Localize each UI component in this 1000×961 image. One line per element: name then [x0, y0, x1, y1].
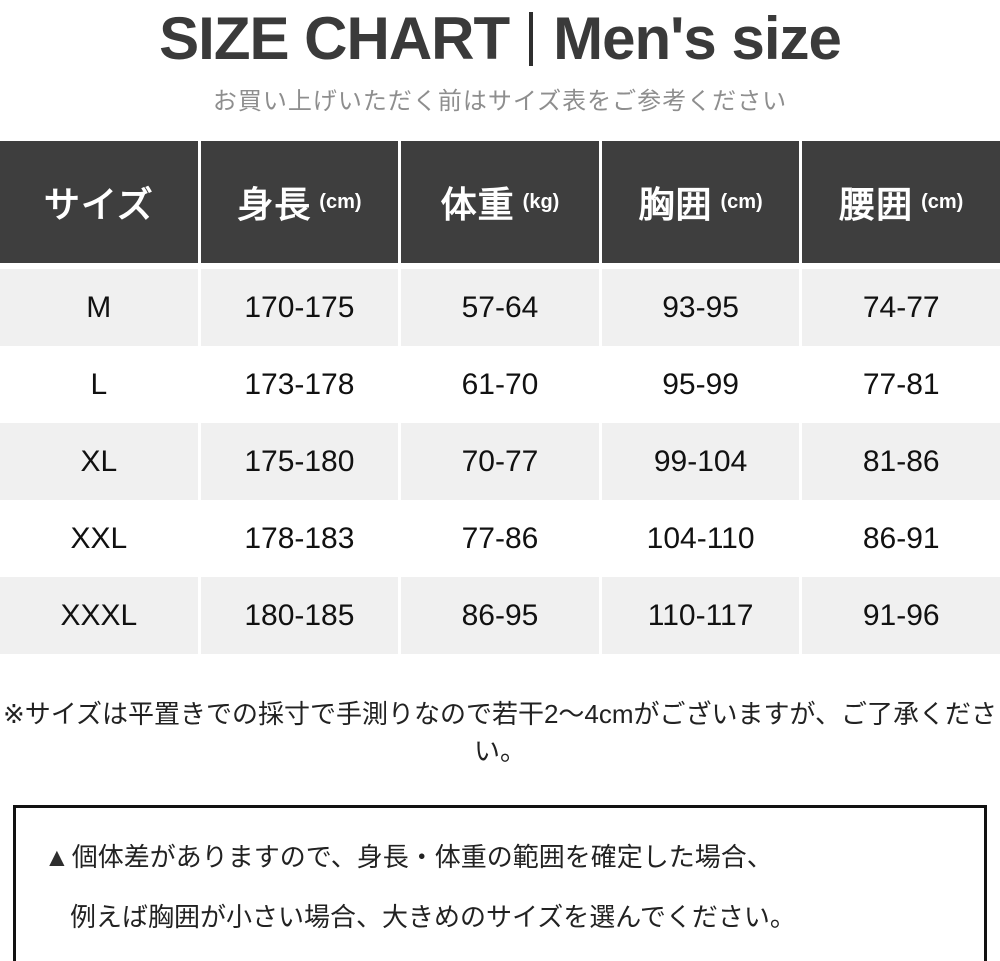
notice-line-text: 個体差がありますので、身長・体重の範囲を確定した場合、	[71, 842, 773, 872]
page-title: SIZE CHART Men's size	[0, 6, 1000, 72]
cell-size-xxxl: XXXL	[0, 577, 198, 654]
header-cell-weight: 体重 (kg)	[401, 141, 599, 263]
cell-chest-l: 95-99	[601, 346, 800, 423]
triangle-marker-icon: ▲	[44, 842, 70, 872]
cell-chest-xl: 99-104	[601, 423, 800, 500]
header-cell-chest: 胸囲 (cm)	[601, 141, 800, 263]
header-label: 腰囲	[839, 184, 914, 225]
header-unit: (kg)	[522, 190, 560, 213]
cell-waist-xxxl: 91-96	[802, 577, 1000, 654]
header-label: 体重	[440, 184, 515, 225]
header-cell-size: サイズ	[0, 141, 198, 263]
notice-line-1: ▲個体差がありますので、身長・体重の範囲を確定した場合、	[44, 840, 958, 874]
cell-height-xl: 175-180	[200, 423, 399, 500]
cell-weight-m: 57-64	[401, 269, 599, 346]
measurement-tolerance-note: ※サイズは平置きでの採寸で手測りなので若干2～4cmがございますが、ご了承くださ…	[2, 699, 998, 766]
cell-size-m: M	[0, 269, 198, 346]
header-label: 胸囲	[638, 184, 713, 225]
header-cell-height: 身長 (cm)	[200, 141, 399, 263]
header-unit: (cm)	[720, 190, 763, 213]
notice-line-text: 例えば胸囲が小さい場合、大きめのサイズを選んでください。	[70, 902, 796, 932]
cell-size-xxl: XXL	[0, 500, 198, 577]
cell-weight-xxl: 77-86	[401, 500, 599, 577]
cell-height-xxxl: 180-185	[200, 577, 399, 654]
notice-line-2: 例えば胸囲が小さい場合、大きめのサイズを選んでください。	[44, 900, 958, 934]
title-mens-size: Men's size	[553, 5, 842, 72]
cell-weight-xxxl: 86-95	[401, 577, 599, 654]
title-divider	[529, 12, 534, 66]
header-unit: (cm)	[921, 190, 964, 213]
cell-chest-xxxl: 110-117	[601, 577, 800, 654]
subtitle: お買い上げいただく前はサイズ表をご参考ください	[212, 88, 788, 115]
cell-weight-l: 61-70	[401, 346, 599, 423]
size-table: サイズ 身長 (cm) 体重 (kg) 胸囲 (cm) 腰囲 (cm) M 17…	[0, 141, 1000, 654]
cell-waist-m: 74-77	[802, 269, 1000, 346]
cell-waist-l: 77-81	[802, 346, 1000, 423]
cell-height-l: 173-178	[200, 346, 399, 423]
header-label: サイズ	[43, 184, 154, 225]
notice-box: ▲個体差がありますので、身長・体重の範囲を確定した場合、 例えば胸囲が小さい場合…	[13, 805, 987, 961]
cell-chest-xxl: 104-110	[601, 500, 800, 577]
header-label: 身長	[237, 184, 312, 225]
cell-height-m: 170-175	[200, 269, 399, 346]
header-cell-waist: 腰囲 (cm)	[802, 141, 1000, 263]
header-unit: (cm)	[319, 190, 362, 213]
title-size-chart: SIZE CHART	[159, 5, 510, 72]
cell-chest-m: 93-95	[601, 269, 800, 346]
cell-height-xxl: 178-183	[200, 500, 399, 577]
cell-waist-xxl: 86-91	[802, 500, 1000, 577]
cell-size-xl: XL	[0, 423, 198, 500]
cell-waist-xl: 81-86	[802, 423, 1000, 500]
cell-size-l: L	[0, 346, 198, 423]
cell-weight-xl: 70-77	[401, 423, 599, 500]
